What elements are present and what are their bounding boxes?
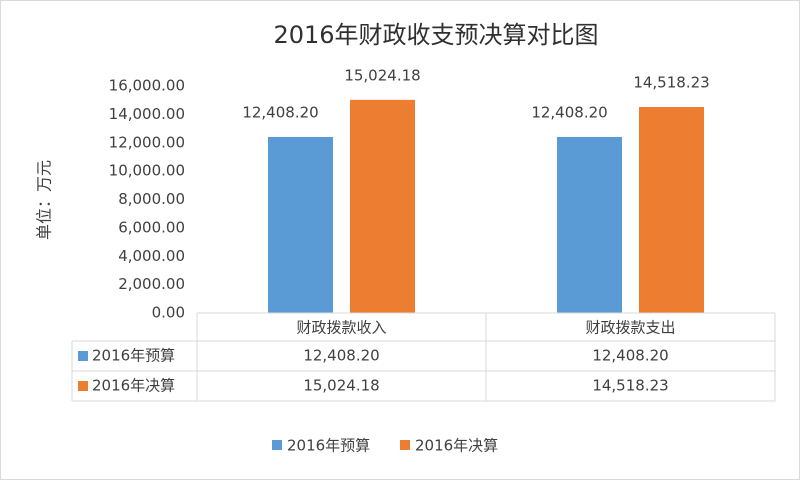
table-cell: 15,024.18 [303,377,379,395]
x-tick-label: 财政拨款收入 [296,319,386,337]
y-tick-label: 6,000.00 [118,218,185,236]
legend-key [400,440,410,450]
y-tick-label: 2,000.00 [118,275,185,293]
table-legend-key [78,351,88,361]
legend-label: 2016年决算 [415,437,498,455]
chart-title: 2016年财政收支预决算对比图 [273,21,598,49]
y-axis-label: 单位：万元 [35,160,54,240]
y-tick-label: 16,000.00 [109,77,185,95]
table-cell: 14,518.23 [592,377,668,395]
data-label: 12,408.20 [531,103,607,121]
y-tick-label: 10,000.00 [109,162,185,180]
y-tick-label: 8,000.00 [118,190,185,208]
data-label: 14,518.23 [633,74,709,92]
table-legend-key [78,381,88,391]
legend-label: 2016年预算 [287,437,370,455]
legend-key [272,440,282,450]
y-tick-label: 0.00 [152,304,185,322]
table-cell: 12,408.20 [592,347,668,365]
x-tick-label: 财政拨款支出 [585,319,675,337]
data-label: 12,408.20 [242,103,318,121]
y-tick-label: 14,000.00 [109,105,185,123]
table-cell: 12,408.20 [303,347,379,365]
table-row-header: 2016年预算 [92,347,175,365]
bar [350,99,415,313]
y-tick-label: 12,000.00 [109,133,185,151]
table-row-header: 2016年决算 [92,377,175,395]
data-label: 15,024.18 [344,66,420,84]
bar [639,107,704,313]
y-tick-label: 4,000.00 [118,247,185,265]
bar [557,136,622,313]
bar [268,136,333,313]
